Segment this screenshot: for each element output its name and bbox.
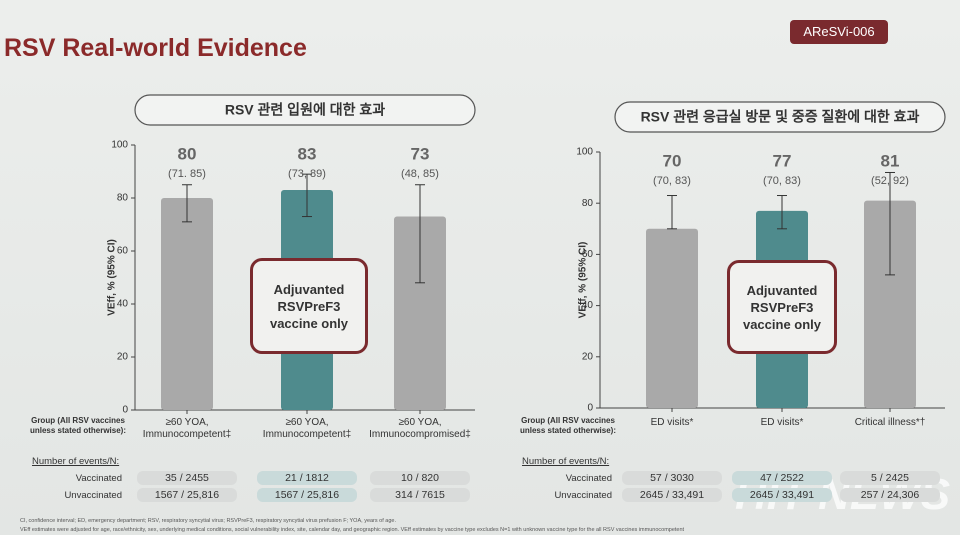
badge: AReSVi-006: [790, 20, 888, 44]
vaccinated-cell: 21 / 1812: [257, 471, 357, 485]
footnote: CI, confidence interval; ED, emergency d…: [20, 518, 396, 524]
bar: [161, 198, 213, 410]
value-label: 70: [663, 151, 682, 170]
group-label: Group (All RSV vaccines unless stated ot…: [29, 416, 127, 435]
y-tick-label: 0: [122, 405, 128, 416]
events-title: Number of events/N:: [32, 456, 120, 467]
row-label: Unvaccinated: [554, 490, 612, 501]
value-label: 80: [178, 144, 197, 163]
row-label: Vaccinated: [75, 473, 122, 484]
y-tick-label: 100: [576, 147, 593, 158]
chart-title: RSV 관련 입원에 대한 효과: [225, 102, 385, 118]
vaccinated-cell: 57 / 3030: [622, 471, 722, 485]
unvaccinated-cell: 314 / 7615: [370, 488, 470, 502]
vaccinated-cell: 35 / 2455: [137, 471, 237, 485]
unvaccinated-cell: 257 / 24,306: [840, 488, 940, 502]
row-label: Unvaccinated: [64, 490, 122, 501]
value-label: 81: [881, 151, 900, 170]
y-tick-label: 40: [582, 300, 594, 311]
y-tick-label: 20: [582, 351, 594, 362]
unvaccinated-cell: 2645 / 33,491: [732, 488, 832, 502]
vaccinated-cell: 47 / 2522: [732, 471, 832, 485]
footnote: VEff estimates were adjusted for age, ra…: [20, 527, 685, 533]
y-tick-label: 60: [117, 246, 129, 257]
value-label: 83: [298, 144, 317, 163]
vaccinated-cell: 5 / 2425: [840, 471, 940, 485]
y-tick-label: 80: [582, 198, 594, 209]
y-tick-label: 100: [111, 140, 128, 151]
ci-label: (73, 89): [288, 168, 326, 180]
x-tick-label: ED visits*: [760, 417, 804, 428]
value-label: 77: [773, 151, 792, 170]
x-tick-label: ≥60 YOA, Immunocompromised‡: [369, 417, 471, 440]
slide-title: RSV Real-world Evidence: [4, 34, 307, 62]
ci-label: (70, 83): [763, 175, 801, 187]
ci-label: (52, 92): [871, 175, 909, 187]
y-axis-label: VEff, % (95% CI): [578, 242, 589, 319]
chart-title-pill: [614, 101, 946, 133]
vaccinated-cell: 10 / 820: [370, 471, 470, 485]
ci-label: (70, 83): [653, 175, 691, 187]
bar: [646, 228, 698, 408]
group-label: Group (All RSV vaccines unless stated ot…: [519, 416, 617, 435]
unvaccinated-cell: 1567 / 25,816: [257, 488, 357, 502]
y-axis-label: VEff, % (95% CI): [107, 239, 118, 316]
chart-title: RSV 관련 응급실 방문 및 중증 질환에 대한 효과: [641, 109, 920, 125]
annotation: Adjuvanted RSVPreF3 vaccine only: [250, 258, 368, 354]
x-tick-label: ED visits*: [650, 417, 694, 428]
x-tick-label: Critical illness*†: [854, 417, 926, 428]
y-tick-label: 40: [117, 299, 129, 310]
y-tick-label: 60: [582, 249, 594, 260]
y-tick-label: 20: [117, 352, 129, 363]
y-tick-label: 0: [587, 403, 593, 414]
x-tick-label: ≥60 YOA, Immunocompetent‡: [142, 417, 232, 440]
x-tick-label: ≥60 YOA, Immunocompetent‡: [262, 417, 352, 440]
ci-label: (71. 85): [168, 168, 206, 180]
unvaccinated-cell: 1567 / 25,816: [137, 488, 237, 502]
row-label: Vaccinated: [565, 473, 612, 484]
bar: [864, 200, 916, 408]
chart-title-pill: [134, 94, 476, 126]
y-tick-label: 80: [117, 193, 129, 204]
ci-label: (48, 85): [401, 168, 439, 180]
unvaccinated-cell: 2645 / 33,491: [622, 488, 722, 502]
value-label: 73: [411, 144, 430, 163]
annotation: Adjuvanted RSVPreF3 vaccine only: [727, 260, 837, 354]
bar: [394, 216, 446, 410]
events-title: Number of events/N:: [522, 456, 610, 467]
